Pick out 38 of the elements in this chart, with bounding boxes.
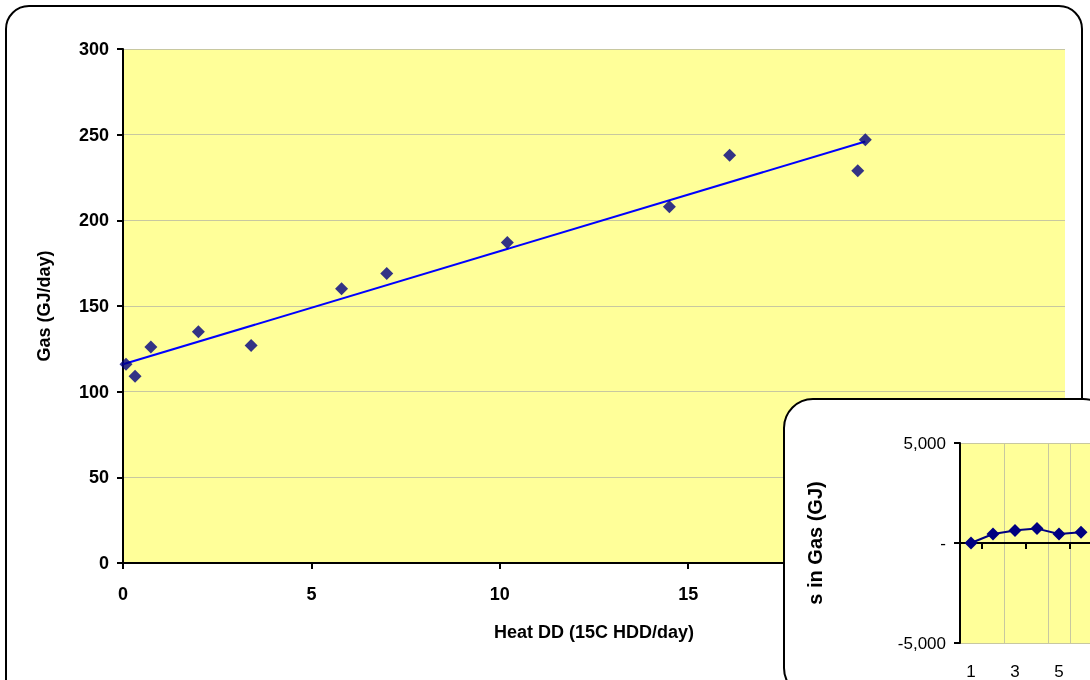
point xyxy=(1008,523,1022,537)
point xyxy=(964,536,978,550)
point xyxy=(723,148,737,162)
x-tick-label: 1 xyxy=(966,662,976,680)
y-tick-label: -5,000 xyxy=(897,633,946,653)
y-tick-label: 200 xyxy=(78,210,109,231)
point xyxy=(244,338,258,352)
y-tick-label: 150 xyxy=(78,296,109,316)
y-tick-label: 5,000 xyxy=(903,433,946,453)
x-tick-label: 5 xyxy=(306,584,317,604)
point xyxy=(1030,522,1044,536)
point xyxy=(119,357,133,371)
point xyxy=(191,325,205,339)
point xyxy=(144,340,158,354)
point xyxy=(1052,527,1066,541)
x-tick-label: 5 xyxy=(1054,662,1064,680)
x-tick-label: 3 xyxy=(1010,662,1020,680)
y-axis-title: Gas (GJ/day) xyxy=(34,250,54,362)
point xyxy=(335,282,349,296)
y-tick-label: 50 xyxy=(88,467,109,488)
point xyxy=(662,200,676,214)
point xyxy=(986,527,1000,541)
y-tick-label: - xyxy=(940,533,946,553)
point xyxy=(851,164,865,178)
x-tick-label: 0 xyxy=(117,584,129,604)
point xyxy=(128,369,142,383)
x-axis-title: Heat DD (15C HDD/day) xyxy=(493,622,695,642)
y-tick-label: 250 xyxy=(78,124,109,145)
y-axis-title: s in Gas (GJ) xyxy=(804,481,826,605)
point xyxy=(500,236,514,250)
point xyxy=(858,133,872,147)
y-tick-label: 100 xyxy=(78,381,109,402)
y-tick-label: 300 xyxy=(78,39,109,59)
point xyxy=(1074,525,1088,539)
x-tick-label: 15 xyxy=(678,584,699,604)
x-tick-label: 10 xyxy=(489,584,510,604)
point xyxy=(380,266,394,280)
y-tick-label: 0 xyxy=(98,553,109,573)
